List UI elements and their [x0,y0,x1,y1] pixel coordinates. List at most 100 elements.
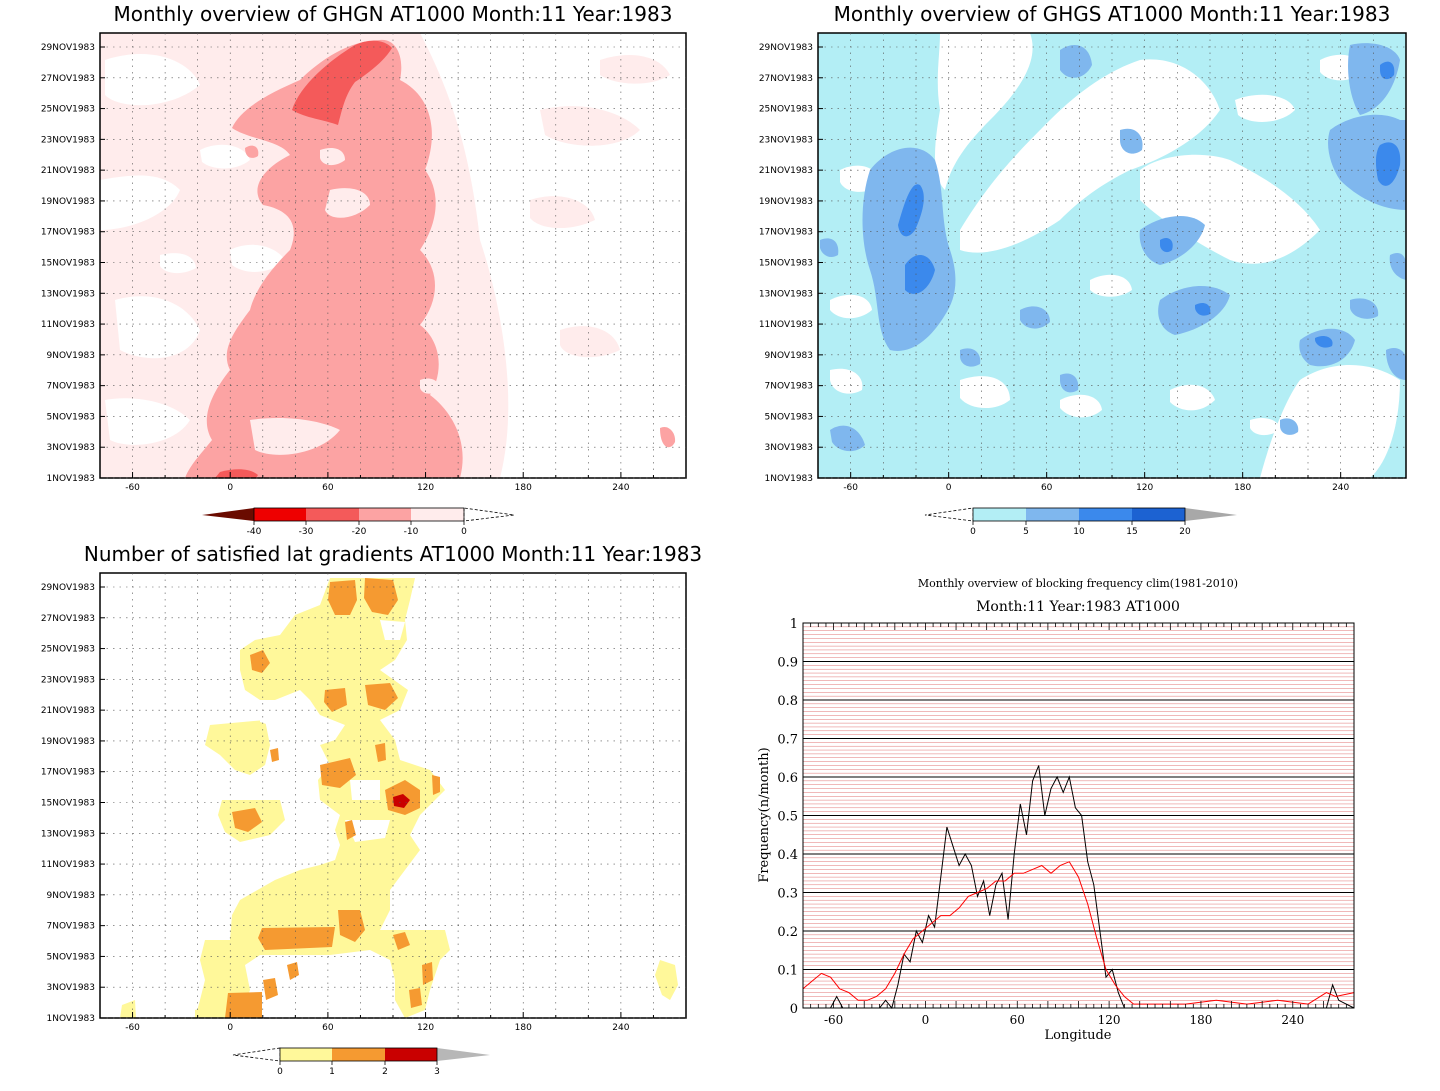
ghgs-gridlines [818,33,1406,479]
date-tick-label: 29NOV1983 [759,43,813,53]
freq-ytick-label: 0.4 [777,848,798,863]
ghgs-panel: Monthly overview of GHGS AT1000 Month:11… [759,2,1407,537]
colorbar-label: 2 [382,1067,388,1077]
date-tick-label: 3NOV1983 [47,443,95,453]
freq-ytick-label: 0 [790,1002,798,1017]
sat-date-tick-labels: 1NOV1983 3NOV1983 5NOV1983 7NOV1983 9NOV1983… [41,583,95,1024]
date-tick-label: 11NOV1983 [759,320,813,330]
date-tick-label: 27NOV1983 [41,614,95,624]
freq-gridlines [803,622,1354,1009]
sat-colorbar: 0 1 2 3 [232,1047,490,1077]
ghgn-panel: Monthly overview of GHGN AT1000 Month:11… [41,2,687,537]
colorbar-label: -10 [404,527,419,537]
freq-xtick-label: 180 [1189,1013,1212,1027]
lon-tick-label: 0 [227,483,233,493]
ghgn-holes [250,148,440,455]
freq-ytick-label: 1 [790,617,798,632]
lon-tick-label: 240 [1332,483,1349,493]
date-tick-label: 7NOV1983 [765,382,813,392]
freq-ytick-label: 0.6 [777,771,798,786]
date-tick-label: 1NOV1983 [47,474,95,484]
lon-tick-label: 180 [515,1023,532,1033]
ghgs-colorbar: 0 5 10 15 20 [924,507,1237,537]
ghgn-gridlines [100,33,686,479]
date-tick-label: 25NOV1983 [41,645,95,655]
ghgs-title: Monthly overview of GHGS AT1000 Month:11… [834,2,1391,26]
date-tick-label: 9NOV1983 [47,351,95,361]
lon-tick-label: 60 [1041,483,1053,493]
date-tick-label: 21NOV1983 [759,166,813,176]
lon-tick-label: 60 [322,483,334,493]
ghgn-lon-tick-labels: -60 0 60 120 180 240 [125,483,630,493]
date-tick-label: 1NOV1983 [765,474,813,484]
lon-tick-label: 240 [612,1023,629,1033]
ghgn-light-pink-patches [530,55,670,358]
freq-ytick-label: 0.7 [777,733,798,748]
colorbar-label: 0 [970,527,976,537]
date-tick-label: 3NOV1983 [47,983,95,993]
date-tick-label: 25NOV1983 [41,105,95,115]
freq-xlabel: Longitude [1045,1028,1112,1043]
date-tick-label: 13NOV1983 [41,289,95,299]
lon-tick-label: 0 [946,483,952,493]
freq-ytick-label: 0.2 [777,925,798,940]
lon-tick-label: 120 [417,1023,434,1033]
colorbar-label: 0 [461,527,467,537]
date-tick-label: 7NOV1983 [47,922,95,932]
date-tick-label: 15NOV1983 [41,259,95,269]
date-tick-label: 15NOV1983 [759,259,813,269]
date-tick-label: 5NOV1983 [47,412,95,422]
sat-white-holes [260,620,405,842]
date-tick-label: 7NOV1983 [47,382,95,392]
ghgn-mid-red-band [185,39,676,478]
date-tick-label: 19NOV1983 [759,197,813,207]
freq-ytick-label: 0.8 [777,694,798,709]
lon-tick-label: 120 [417,483,434,493]
date-tick-label: 21NOV1983 [41,706,95,716]
freq-xtick-label: 60 [1010,1013,1025,1027]
date-tick-label: 21NOV1983 [41,166,95,176]
date-tick-label: 23NOV1983 [41,675,95,685]
colorbar-label: 0 [277,1067,283,1077]
date-tick-label: 17NOV1983 [41,228,95,238]
date-tick-label: 17NOV1983 [759,228,813,238]
date-tick-label: 5NOV1983 [765,412,813,422]
colorbar-label: 20 [1179,527,1191,537]
date-tick-label: 9NOV1983 [47,891,95,901]
freq-ylabel: Frequency(n/month) [757,747,772,882]
colorbar-label: 5 [1023,527,1029,537]
climatology-frequency-line [802,861,1355,1005]
lon-tick-label: 180 [1234,483,1251,493]
freq-series [802,765,1355,1010]
date-tick-label: 25NOV1983 [759,105,813,115]
ghgs-medium-blue-patches [820,43,1406,452]
date-tick-label: 29NOV1983 [41,583,95,593]
date-tick-label: 1NOV1983 [47,1014,95,1024]
observed-frequency-line [803,765,1355,1010]
colorbar-label: 15 [1126,527,1137,537]
freq-xtick-label: 240 [1281,1013,1304,1027]
freq-xtick-label: 120 [1098,1013,1121,1027]
lon-tick-label: -60 [843,483,858,493]
freq-subtitle: Month:11 Year:1983 AT1000 [976,599,1180,615]
lon-tick-label: -60 [125,1023,140,1033]
colorbar-label: -40 [247,527,262,537]
colorbar-label: -20 [352,527,367,537]
ghgs-lon-tick-labels: -60 0 60 120 180 240 [843,483,1349,493]
freq-title: Monthly overview of blocking frequency c… [918,577,1238,590]
date-tick-label: 15NOV1983 [41,799,95,809]
freq-ytick-label: 0.9 [777,656,798,671]
date-tick-label: 19NOV1983 [41,737,95,747]
date-tick-label: 13NOV1983 [41,829,95,839]
lon-tick-label: -60 [125,483,140,493]
date-tick-label: 5NOV1983 [47,952,95,962]
freq-ytick-label: 0.3 [777,887,798,902]
date-tick-label: 19NOV1983 [41,197,95,207]
date-tick-label: 13NOV1983 [759,289,813,299]
date-tick-label: 27NOV1983 [41,74,95,84]
freq-xtick-label: -60 [824,1013,843,1027]
lon-tick-label: 0 [227,1023,233,1033]
sat-lon-tick-labels: -60 0 60 120 180 240 [125,1023,630,1033]
lon-tick-label: 240 [612,483,629,493]
